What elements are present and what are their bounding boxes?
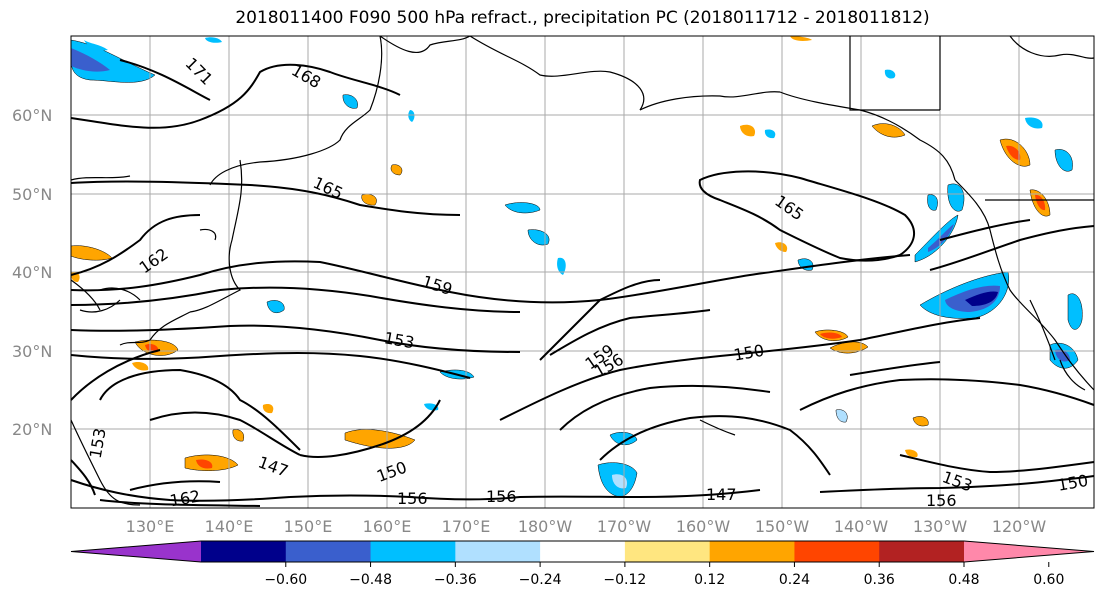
colorbar-tick-label: 0.24: [779, 572, 810, 588]
latitude-labels: 60°N 50°N 40°N 30°N 20°N: [12, 106, 52, 439]
colorbar-ticks: −0.60 −0.48 −0.36 −0.24 −0.12 0.12 0.24 0.36 0.4…: [264, 562, 1064, 588]
map-title: 2018011400 F090 500 hPa refract., precip…: [235, 8, 930, 28]
lon-label: 180°W: [518, 517, 573, 536]
contour-label: 156: [926, 491, 957, 510]
map-border: [70, 35, 1095, 509]
colorbar-tick-label: −0.60: [264, 572, 307, 588]
colorbar-segment: [370, 541, 456, 562]
colorbar-segment: [540, 541, 626, 562]
colorbar-extension-high: [964, 541, 1094, 562]
colorbar-tick-label: 0.12: [694, 572, 725, 588]
lon-label: 170°E: [442, 517, 491, 536]
contour-label: 156: [397, 489, 428, 508]
lon-label: 150°W: [755, 517, 810, 536]
colorbar-segment: [624, 541, 711, 562]
lon-label: 130°E: [126, 517, 175, 536]
lat-label: 30°N: [12, 342, 52, 361]
lon-label: 140°W: [834, 517, 889, 536]
lat-label: 60°N: [12, 106, 52, 125]
lat-label: 50°N: [12, 185, 52, 204]
colorbar-tick-label: 0.60: [1033, 572, 1064, 588]
colorbar-tick-label: −0.36: [434, 572, 477, 588]
longitude-labels: 130°E 140°E 150°E 160°E 170°E 180°W 170°…: [126, 517, 1047, 536]
lon-label: 130°W: [913, 517, 968, 536]
graticule: [70, 36, 1094, 508]
colorbar-segment: [201, 541, 287, 562]
colorbar-tick-label: 0.48: [948, 572, 979, 588]
colorbar-segment: [879, 541, 965, 562]
coastlines: [70, 35, 1095, 506]
contour-label: 156: [486, 487, 517, 506]
colorbar-segment: [455, 541, 541, 562]
lon-label: 160°W: [676, 517, 731, 536]
colorbar-tick-label: 0.36: [864, 572, 895, 588]
colorbar-segment: [285, 541, 372, 562]
colorbar-outline: [70, 540, 1095, 563]
colorbar-extension-low: [71, 541, 201, 562]
colorbar-segment: [709, 541, 795, 562]
refractivity-contours: [70, 59, 1095, 507]
colorbar-tick-label: −0.48: [349, 572, 392, 588]
lon-label: 150°E: [284, 517, 333, 536]
colorbar-tick-label: −0.24: [519, 572, 562, 588]
contour-label: 147: [706, 485, 737, 504]
lon-label: 160°E: [363, 517, 412, 536]
lat-label: 40°N: [12, 263, 52, 282]
colorbar-tick-label: −0.12: [603, 572, 646, 588]
lon-label: 170°W: [597, 517, 652, 536]
lon-label: 140°E: [205, 517, 254, 536]
lat-label: 20°N: [12, 420, 52, 439]
lon-label: 120°W: [992, 517, 1047, 536]
colorbar-segment: [794, 541, 880, 562]
colorbar: [70, 540, 1095, 563]
